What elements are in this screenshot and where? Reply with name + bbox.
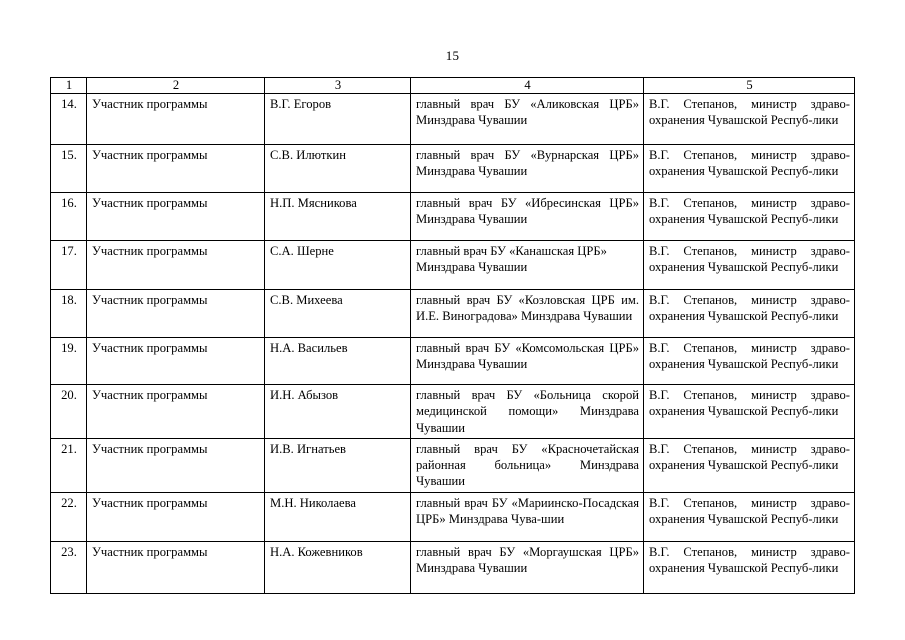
column-number-header-row: 1 2 3 4 5 — [50, 77, 855, 94]
row-position: главный врач БУ «Мариинско-Посадская ЦРБ… — [410, 491, 644, 542]
row-number: 19. — [50, 337, 87, 385]
row-person: С.В. Илюткин — [264, 144, 411, 193]
row-supervisor: В.Г. Степанов, министр здраво-охранения … — [643, 437, 855, 493]
row-number: 17. — [50, 240, 87, 290]
row-supervisor: В.Г. Степанов, министр здраво-охранения … — [643, 240, 855, 290]
column-header-3: 3 — [264, 77, 411, 94]
row-person: С.В. Михеева — [264, 289, 411, 338]
column-header-5: 5 — [643, 77, 855, 94]
row-number: 15. — [50, 144, 87, 193]
page-number: 15 — [445, 48, 460, 63]
table-row: 18. Участник программы С.В. Михеева глав… — [50, 289, 855, 338]
row-person: С.А. Шерне — [264, 240, 411, 290]
row-position: главный врач БУ «Комсомольская ЦРБ» Минз… — [410, 337, 644, 385]
row-supervisor: В.Г. Степанов, министр здраво-охранения … — [643, 289, 855, 338]
row-person: И.В. Игнатьев — [264, 437, 411, 493]
row-person: И.Н. Абызов — [264, 384, 411, 439]
table-row: 21. Участник программы И.В. Игнатьев гла… — [50, 437, 855, 493]
row-role: Участник программы — [86, 93, 265, 145]
table-row: 22. Участник программы М.Н. Николаева гл… — [50, 491, 855, 542]
table-row: 17. Участник программы С.А. Шерне главны… — [50, 240, 855, 290]
row-supervisor: В.Г. Степанов, министр здраво-охранения … — [643, 384, 855, 439]
table-row: 19. Участник программы Н.А. Васильев гла… — [50, 337, 855, 385]
row-role: Участник программы — [86, 337, 265, 385]
row-role: Участник программы — [86, 192, 265, 241]
row-person: Н.А. Васильев — [264, 337, 411, 385]
program-participants-table-wrapper: 1 2 3 4 5 14. Участник программы В.Г. Ег… — [50, 77, 855, 594]
row-position: главный врач БУ «Больница скорой медицин… — [410, 384, 644, 439]
row-role: Участник программы — [86, 491, 265, 542]
row-supervisor: В.Г. Степанов, министр здраво-охранения … — [643, 540, 855, 594]
column-header-4: 4 — [410, 77, 644, 94]
row-role: Участник программы — [86, 437, 265, 493]
row-person: В.Г. Егоров — [264, 93, 411, 145]
row-supervisor: В.Г. Степанов, министр здраво-охранения … — [643, 491, 855, 542]
row-number: 22. — [50, 491, 87, 542]
table-row: 14. Участник программы В.Г. Егоров главн… — [50, 93, 855, 145]
row-number: 16. — [50, 192, 87, 241]
row-number: 20. — [50, 384, 87, 439]
row-position: главный врач БУ «Вурнарская ЦРБ» Минздра… — [410, 144, 644, 193]
row-number: 23. — [50, 540, 87, 594]
row-position: главный врач БУ «Ибресинская ЦРБ» Минздр… — [410, 192, 644, 241]
row-number: 18. — [50, 289, 87, 338]
program-participants-table: 1 2 3 4 5 14. Участник программы В.Г. Ег… — [50, 77, 855, 594]
row-person: Н.А. Кожевников — [264, 540, 411, 594]
row-role: Участник программы — [86, 540, 265, 594]
row-position: главный врач БУ «Аликовская ЦРБ» Минздра… — [410, 93, 644, 145]
row-person: Н.П. Мясникова — [264, 192, 411, 241]
column-header-2: 2 — [86, 77, 265, 94]
table-row: 15. Участник программы С.В. Илюткин глав… — [50, 144, 855, 193]
row-number: 21. — [50, 437, 87, 493]
row-supervisor: В.Г. Степанов, министр здраво-охранения … — [643, 93, 855, 145]
row-person: М.Н. Николаева — [264, 491, 411, 542]
row-supervisor: В.Г. Степанов, министр здраво-охранения … — [643, 144, 855, 193]
row-role: Участник программы — [86, 240, 265, 290]
row-role: Участник программы — [86, 289, 265, 338]
row-supervisor: В.Г. Степанов, министр здраво-охранения … — [643, 192, 855, 241]
table-row: 16. Участник программы Н.П. Мясникова гл… — [50, 192, 855, 241]
row-position: главный врач БУ «Канашская ЦРБ» Минздрав… — [410, 240, 644, 290]
table-row: 20. Участник программы И.Н. Абызов главн… — [50, 384, 855, 439]
column-header-1: 1 — [50, 77, 87, 94]
row-position: главный врач БУ «Козловская ЦРБ им. И.Е.… — [410, 289, 644, 338]
row-supervisor: В.Г. Степанов, министр здраво-охранения … — [643, 337, 855, 385]
row-position: главный врач БУ «Моргаушская ЦРБ» Минздр… — [410, 540, 644, 594]
row-position: главный врач БУ «Красночетайская районна… — [410, 437, 644, 493]
row-role: Участник программы — [86, 384, 265, 439]
row-role: Участник программы — [86, 144, 265, 193]
table-row: 23. Участник программы Н.А. Кожевников г… — [50, 540, 855, 594]
row-number: 14. — [50, 93, 87, 145]
